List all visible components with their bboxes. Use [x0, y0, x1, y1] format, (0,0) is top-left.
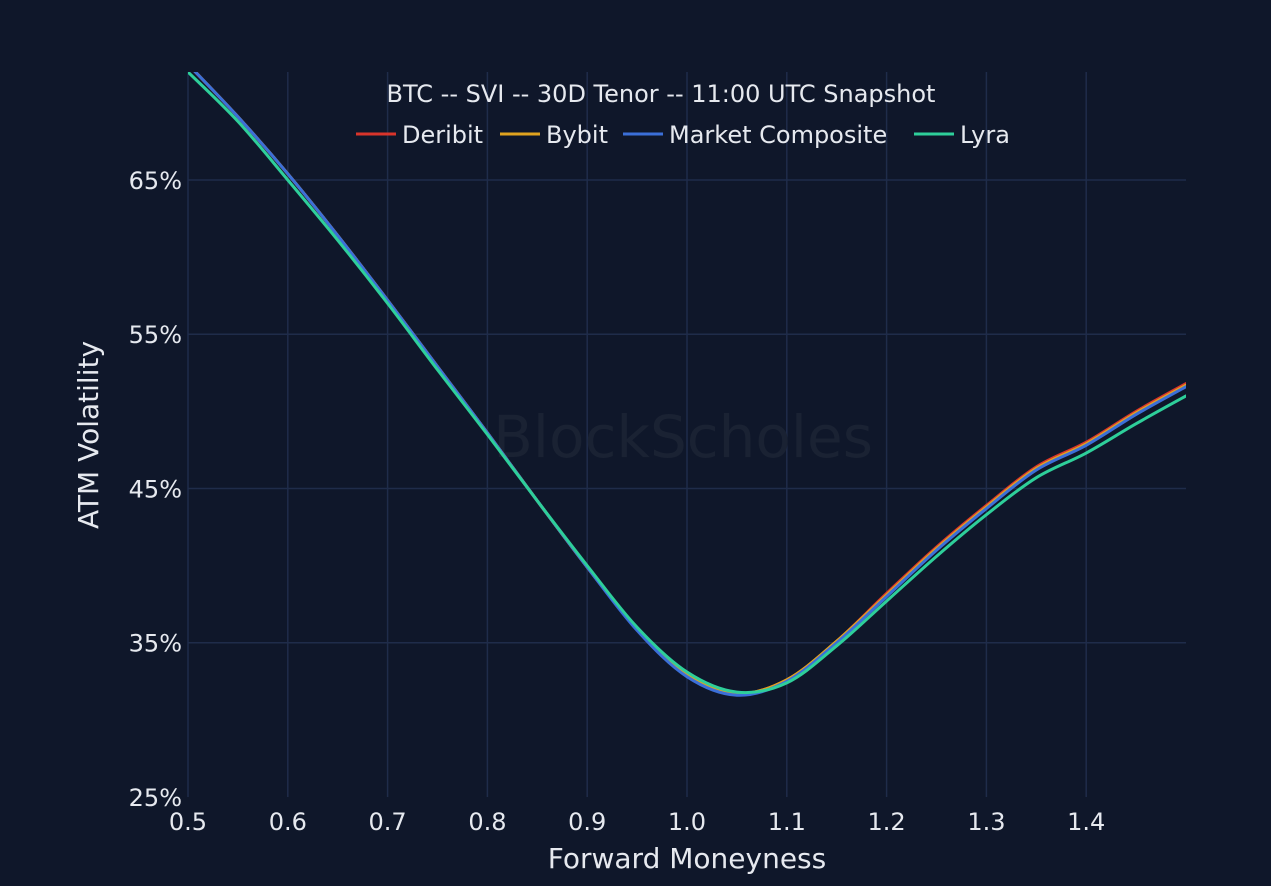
- series-line-market-composite: [193, 72, 1186, 697]
- x-axis-ticks: 0.5 0.6 0.7 0.8 0.9 1.0 1.1 1.2 1.3 1.4: [169, 808, 1105, 836]
- y-axis-ticks: 25% 35% 45% 55% 65%: [129, 167, 182, 812]
- x-tick-label: 0.6: [269, 808, 307, 836]
- y-tick-label: 35%: [129, 630, 182, 658]
- legend: Deribit Bybit Market Composite Lyra: [356, 121, 1010, 149]
- x-tick-label: 0.7: [369, 808, 407, 836]
- x-tick-label: 1.0: [668, 808, 706, 836]
- x-tick-label: 0.5: [169, 808, 207, 836]
- x-tick-label: 1.1: [768, 808, 806, 836]
- y-tick-label: 45%: [129, 475, 182, 503]
- legend-item-deribit[interactable]: Deribit: [356, 121, 483, 149]
- legend-item-bybit[interactable]: Bybit: [500, 121, 608, 149]
- grid-layer: [187, 72, 1186, 797]
- x-tick-label: 0.9: [568, 808, 606, 836]
- x-tick-label: 0.8: [468, 808, 506, 836]
- legend-label: Deribit: [402, 121, 483, 149]
- legend-item-lyra[interactable]: Lyra: [914, 121, 1010, 149]
- legend-label: Lyra: [960, 121, 1010, 149]
- x-axis-title: Forward Moneyness: [548, 842, 826, 875]
- legend-label: Bybit: [546, 121, 608, 149]
- series-line-lyra: [188, 72, 1186, 695]
- chart-title: BTC -- SVI -- 30D Tenor -- 11:00 UTC Sna…: [387, 80, 936, 108]
- y-axis-title: ATM Volatility: [72, 341, 105, 529]
- legend-item-market-composite[interactable]: Market Composite: [623, 121, 887, 149]
- y-tick-label: 65%: [129, 167, 182, 195]
- y-tick-label: 55%: [129, 321, 182, 349]
- watermark-text: BlockScholes: [493, 403, 873, 471]
- x-tick-label: 1.3: [967, 808, 1005, 836]
- x-tick-label: 1.4: [1067, 808, 1105, 836]
- x-tick-label: 1.2: [868, 808, 906, 836]
- y-tick-label: 25%: [129, 784, 182, 812]
- series-layer: [188, 72, 1186, 697]
- legend-label: Market Composite: [669, 121, 887, 149]
